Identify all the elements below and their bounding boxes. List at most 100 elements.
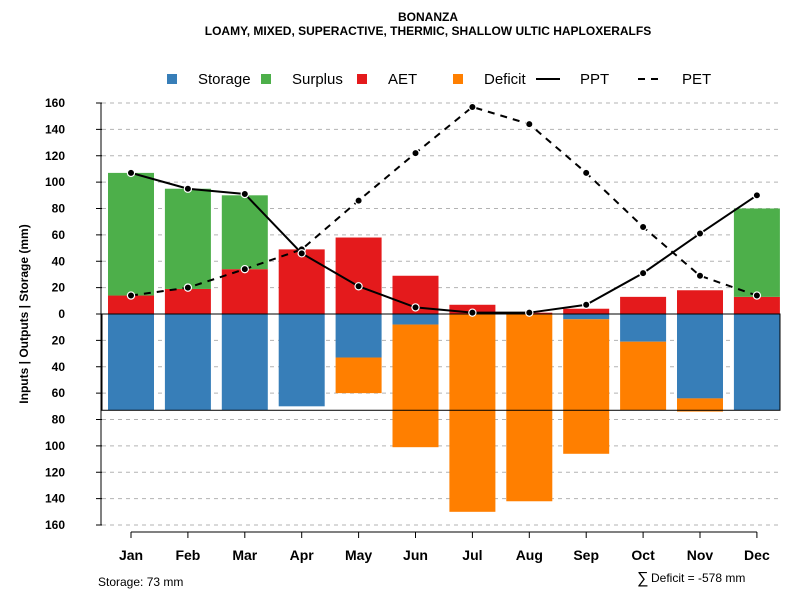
aet-bar [335, 237, 382, 314]
y-tick-label: 60 [52, 228, 66, 242]
aet-bar [733, 296, 780, 314]
pet-point [468, 102, 477, 112]
ppt-point [582, 300, 591, 309]
storage-bar [164, 314, 211, 411]
storage-bar [221, 314, 268, 411]
pet-point [582, 168, 591, 178]
chart-subtitle: LOAMY, MIXED, SUPERACTIVE, THERMIC, SHAL… [205, 24, 651, 38]
ppt-point [183, 184, 193, 193]
y-tick-label: 120 [45, 465, 65, 479]
deficit-bar [449, 314, 496, 512]
aet-bar [278, 249, 325, 314]
pet-point [126, 291, 136, 300]
pet-point [183, 283, 193, 292]
x-tick-label: Oct [631, 547, 655, 563]
legend-label-storage: Storage [198, 71, 251, 88]
aet-bar [563, 308, 610, 314]
y-tick-label: 140 [45, 492, 65, 506]
legend-label-ppt: PPT [580, 71, 609, 88]
deficit-bar [620, 341, 667, 411]
deficit-bar [563, 319, 610, 454]
storage-bar [563, 314, 610, 320]
deficit-bar [677, 398, 723, 412]
x-tick-label: Mar [232, 547, 257, 563]
aet-bar [108, 295, 154, 314]
x-tick-label: Jun [403, 547, 428, 563]
legend-label-pet: PET [682, 71, 711, 88]
aet-bar [620, 296, 667, 314]
ppt-point [240, 189, 249, 199]
legend-swatch-deficit [453, 74, 463, 84]
legend-label-deficit: Deficit [484, 71, 527, 88]
pet-point [638, 222, 648, 232]
x-tick-label: Nov [687, 547, 714, 563]
storage-capacity-box [101, 313, 781, 411]
legend-label-aet: AET [388, 71, 417, 88]
legend: Storage Surplus AET Deficit PPT PET [167, 71, 711, 88]
y-tick-label: 20 [52, 281, 66, 295]
deficit-bar [392, 324, 439, 448]
surplus-bar [108, 172, 154, 296]
y-axis-label: Inputs | Outputs | Storage (mm) [17, 224, 31, 403]
storage-bar [392, 314, 439, 325]
ppt-point [468, 308, 477, 317]
storage-bar [620, 314, 667, 342]
surplus-bar [221, 195, 268, 270]
y-tick-label: 100 [45, 439, 65, 453]
y-tick-label: 20 [52, 333, 66, 347]
bars [108, 172, 780, 512]
lines [126, 102, 762, 317]
storage-bar [677, 314, 723, 399]
x-tick-label: Sep [573, 547, 599, 563]
pet-point [525, 119, 534, 129]
legend-label-surplus: Surplus [292, 71, 343, 88]
x-tick-label: Aug [516, 547, 543, 563]
y-tick-label: 0 [58, 307, 65, 321]
y-tick-label: 160 [45, 96, 65, 110]
aet-bar [677, 290, 723, 314]
x-tick-label: Apr [290, 547, 315, 563]
y-tick-label: 120 [45, 149, 65, 163]
pet-point [240, 264, 249, 274]
x-tick-label: Jul [462, 547, 482, 563]
y-tick-label: 160 [45, 518, 65, 532]
storage-footnote: Storage: 73 mm [98, 575, 183, 589]
x-tick-label: Feb [175, 547, 200, 563]
ppt-point [695, 229, 705, 238]
ppt-point [126, 168, 136, 178]
zero-reference [101, 313, 781, 411]
ppt-line [130, 171, 758, 314]
legend-swatch-storage [167, 74, 177, 84]
ppt-point [354, 282, 363, 291]
y-tick-label: 80 [52, 413, 66, 427]
deficit-bar [506, 314, 553, 502]
pet-point [752, 291, 762, 300]
deficit-footnote: Deficit = -578 mm [651, 571, 745, 585]
ppt-point [638, 268, 648, 278]
ppt-point [411, 303, 420, 312]
surplus-bar [164, 188, 211, 289]
y-tick-label: 40 [52, 360, 66, 374]
x-tick-label: May [345, 547, 372, 563]
y-tick-label: 40 [52, 254, 66, 268]
pet-point [695, 271, 705, 280]
ppt-point [297, 249, 306, 258]
x-tick-label: Jan [119, 547, 143, 563]
legend-swatch-surplus [261, 74, 271, 84]
legend-swatch-aet [357, 74, 367, 84]
ppt-point [752, 191, 762, 200]
pet-line [130, 105, 758, 297]
storage-bar [733, 314, 780, 411]
gridlines [102, 102, 780, 526]
aet-bar [164, 288, 211, 314]
storage-bar [108, 314, 154, 411]
x-tick-label: Dec [744, 547, 770, 563]
y-tick-label: 100 [45, 175, 65, 189]
y-tick-label: 80 [52, 202, 66, 216]
storage-bar [335, 314, 382, 358]
pet-point [354, 196, 363, 205]
aet-bar [221, 269, 268, 314]
sum-symbol: ∑ [637, 570, 648, 587]
y-tick-label: 140 [45, 122, 65, 136]
